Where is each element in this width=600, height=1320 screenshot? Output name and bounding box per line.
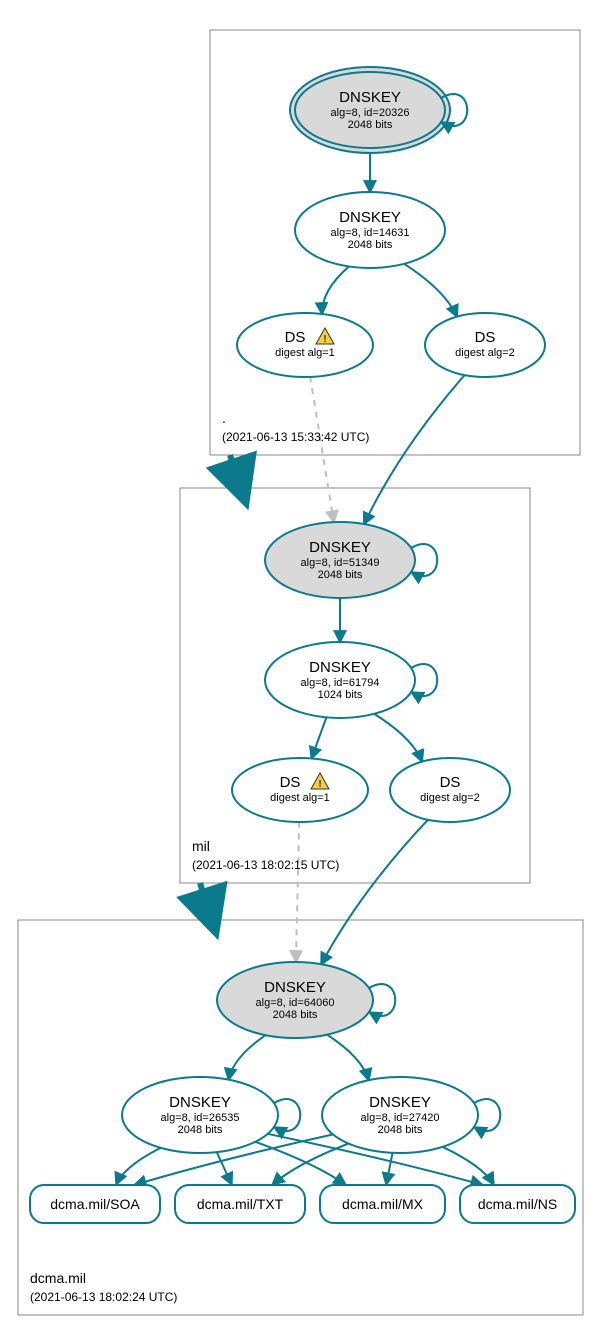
node-dcma-zsk1: DNSKEYalg=8, id=265352048 bits: [122, 1077, 300, 1153]
node-line3: 2048 bits: [178, 1124, 223, 1136]
node-line2: digest alg=2: [455, 347, 515, 359]
node-title: DNSKEY: [309, 659, 371, 676]
node-line2: alg=8, id=61794: [301, 677, 380, 689]
zone-label-mil: mil: [192, 838, 210, 854]
zone-label-root: .: [222, 410, 226, 426]
node-line2: alg=8, id=20326: [331, 107, 410, 119]
edge-root-ds1-to-mil-ksk: [310, 376, 334, 523]
node-mil-ksk: DNSKEYalg=8, id=513492048 bits: [265, 522, 437, 598]
node-dcma-zsk2: DNSKEYalg=8, id=274202048 bits: [322, 1077, 500, 1153]
node-title: DS: [285, 329, 306, 346]
node-root-ds1: DS! digest alg=1: [237, 313, 373, 377]
record-rr-ns: dcma.mil/NS: [460, 1185, 575, 1223]
node-title: DNSKEY: [309, 539, 371, 556]
node-line3: 2048 bits: [273, 1009, 318, 1021]
zone-timestamp-root: (2021-06-13 15:33:42 UTC): [222, 430, 369, 444]
record-label: dcma.mil/TXT: [197, 1196, 284, 1212]
node-line3: 2048 bits: [348, 239, 393, 251]
node-line2: digest alg=2: [420, 792, 480, 804]
node-line2: alg=8, id=51349: [301, 557, 380, 569]
zone-arrow-mil-to-dcma: [200, 883, 215, 930]
zone-label-dcma: dcma.mil: [30, 1270, 86, 1286]
zone-timestamp-mil: (2021-06-13 18:02:15 UTC): [192, 858, 339, 872]
edge-mil-zsk-to-mil-ds1: [311, 717, 326, 759]
node-title: DS: [440, 774, 461, 791]
node-title: DNSKEY: [369, 1094, 431, 1111]
edge-dcma-ksk-to-dcma-zsk2: [326, 1034, 369, 1081]
node-root-ksk: DNSKEYalg=8, id=203262048 bits: [290, 67, 467, 153]
record-rr-mx: dcma.mil/MX: [320, 1185, 445, 1223]
record-label: dcma.mil/SOA: [50, 1196, 140, 1212]
node-root-ds2: DSdigest alg=2: [425, 313, 545, 377]
edge-mil-ds1-to-dcma-ksk: [296, 821, 299, 962]
node-title: DNSKEY: [339, 89, 401, 106]
record-rr-soa: dcma.mil/SOA: [30, 1185, 160, 1223]
node-line2: digest alg=1: [270, 792, 330, 804]
node-line2: digest alg=1: [275, 347, 335, 359]
edge-mil-zsk-to-mil-ds2: [373, 713, 422, 762]
node-root-zsk: DNSKEYalg=8, id=146312048 bits: [295, 192, 445, 268]
record-rr-txt: dcma.mil/TXT: [175, 1185, 305, 1223]
edge-dcma-zsk2-to-rr-ns: [441, 1146, 494, 1185]
node-mil-zsk: DNSKEYalg=8, id=617941024 bits: [265, 642, 437, 718]
node-line3: 2048 bits: [348, 119, 393, 131]
node-line2: alg=8, id=26535: [161, 1112, 240, 1124]
node-title: DNSKEY: [169, 1094, 231, 1111]
record-label: dcma.mil/MX: [342, 1196, 424, 1212]
node-title: DNSKEY: [339, 209, 401, 226]
edge-mil-ds2-to-dcma-ksk: [321, 819, 429, 965]
warning-icon-mark: !: [323, 334, 326, 345]
node-line2: alg=8, id=27420: [361, 1112, 440, 1124]
edge-root-ds2-to-mil-ksk: [364, 375, 465, 525]
dnssec-chain-diagram: DNSKEYalg=8, id=203262048 bitsDNSKEYalg=…: [0, 0, 600, 1320]
warning-icon-mark: !: [318, 779, 321, 790]
node-title: DNSKEY: [264, 979, 326, 996]
record-label: dcma.mil/NS: [478, 1196, 557, 1212]
edge-dcma-zsk1-to-rr-txt: [216, 1151, 232, 1185]
edge-root-zsk-to-root-ds2: [403, 263, 457, 317]
node-title: DS: [475, 329, 496, 346]
edge-dcma-zsk2-to-rr-mx: [386, 1152, 393, 1185]
edge-dcma-ksk-to-dcma-zsk1: [229, 1035, 267, 1081]
node-line2: alg=8, id=64060: [256, 997, 335, 1009]
node-line3: 2048 bits: [318, 569, 363, 581]
node-dcma-ksk: DNSKEYalg=8, id=640602048 bits: [217, 962, 395, 1038]
node-mil-ds2: DSdigest alg=2: [390, 758, 510, 822]
zone-timestamp-dcma: (2021-06-13 18:02:24 UTC): [30, 1290, 177, 1304]
node-title: DS: [280, 774, 301, 791]
node-line3: 1024 bits: [318, 689, 363, 701]
node-mil-ds1: DS! digest alg=1: [232, 758, 368, 822]
node-line2: alg=8, id=14631: [331, 227, 410, 239]
edge-root-zsk-to-root-ds1: [322, 266, 350, 315]
zone-arrow-root-to-mil: [230, 455, 245, 500]
node-line3: 2048 bits: [378, 1124, 423, 1136]
